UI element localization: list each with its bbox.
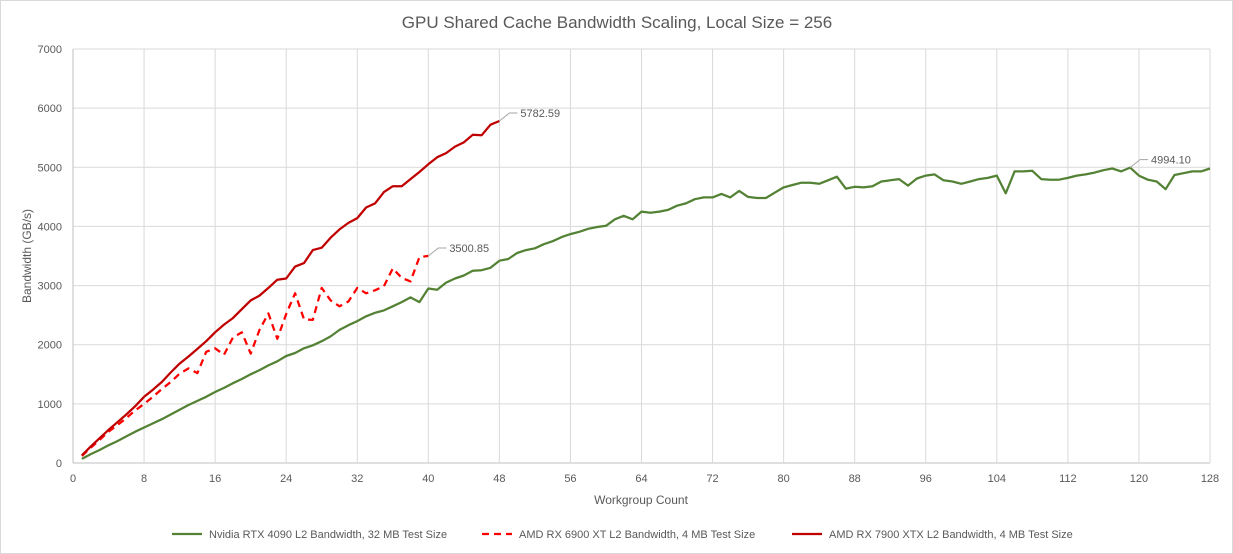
x-tick-label: 48 bbox=[493, 473, 505, 485]
x-tick-label: 56 bbox=[564, 473, 576, 485]
legend-item: AMD RX 7900 XTX L2 Bandwidth, 4 MB Test … bbox=[792, 529, 1073, 541]
x-tick-label: 88 bbox=[849, 473, 861, 485]
data-label: 5782.59 bbox=[520, 108, 560, 120]
legend-item: Nvidia RTX 4090 L2 Bandwidth, 32 MB Test… bbox=[172, 529, 447, 541]
y-tick-label: 6000 bbox=[38, 103, 62, 115]
chart-title: GPU Shared Cache Bandwidth Scaling, Loca… bbox=[402, 13, 832, 32]
x-tick-label: 40 bbox=[422, 473, 434, 485]
data-label-leader bbox=[428, 247, 447, 257]
y-axis-label: Bandwidth (GB/s) bbox=[20, 209, 34, 303]
x-tick-label: 128 bbox=[1201, 473, 1219, 485]
legend-item: AMD RX 6900 XT L2 Bandwidth, 4 MB Test S… bbox=[482, 529, 755, 541]
x-tick-label: 8 bbox=[141, 473, 147, 485]
y-tick-label: 5000 bbox=[38, 162, 62, 174]
series-line-1 bbox=[81, 254, 429, 457]
x-tick-label: 32 bbox=[351, 473, 363, 485]
legend-label: AMD RX 7900 XTX L2 Bandwidth, 4 MB Test … bbox=[829, 529, 1073, 541]
x-tick-label: 72 bbox=[706, 473, 718, 485]
y-tick-label: 7000 bbox=[38, 44, 62, 56]
series-lines bbox=[81, 119, 1211, 460]
x-axis-label: Workgroup Count bbox=[594, 493, 688, 507]
y-tick-label: 1000 bbox=[38, 399, 62, 411]
data-label-leader bbox=[499, 112, 518, 122]
series-line-0 bbox=[81, 166, 1211, 460]
data-label: 4994.10 bbox=[1151, 155, 1191, 167]
legend-label: AMD RX 6900 XT L2 Bandwidth, 4 MB Test S… bbox=[519, 529, 755, 541]
x-tick-label: 0 bbox=[70, 473, 76, 485]
series-line-2 bbox=[81, 119, 500, 457]
y-tick-label: 2000 bbox=[38, 340, 62, 352]
x-tick-label: 104 bbox=[988, 473, 1006, 485]
y-tick-label: 4000 bbox=[38, 221, 62, 233]
y-tick-label: 0 bbox=[56, 458, 62, 470]
x-tick-label: 64 bbox=[635, 473, 647, 485]
x-tick-label: 16 bbox=[209, 473, 221, 485]
data-labels: 4994.10 3500.85 5782.59 bbox=[428, 108, 1191, 257]
data-label: 3500.85 bbox=[449, 243, 489, 255]
x-tick-label: 24 bbox=[280, 473, 292, 485]
legend-label: Nvidia RTX 4090 L2 Bandwidth, 32 MB Test… bbox=[209, 529, 447, 541]
x-tick-label: 120 bbox=[1130, 473, 1148, 485]
x-tick-label: 112 bbox=[1059, 473, 1077, 485]
x-axis-ticks: 0 8 16 24 32 40 48 56 64 72 80 88 96 104 112 120 128 bbox=[70, 473, 1219, 485]
x-tick-label: 96 bbox=[920, 473, 932, 485]
x-tick-label: 80 bbox=[778, 473, 790, 485]
data-label-leader bbox=[1129, 159, 1149, 169]
y-tick-label: 3000 bbox=[38, 281, 62, 293]
legend: Nvidia RTX 4090 L2 Bandwidth, 32 MB Test… bbox=[172, 529, 1073, 541]
y-axis-ticks: 0 1000 2000 3000 4000 5000 6000 7000 bbox=[38, 44, 62, 470]
